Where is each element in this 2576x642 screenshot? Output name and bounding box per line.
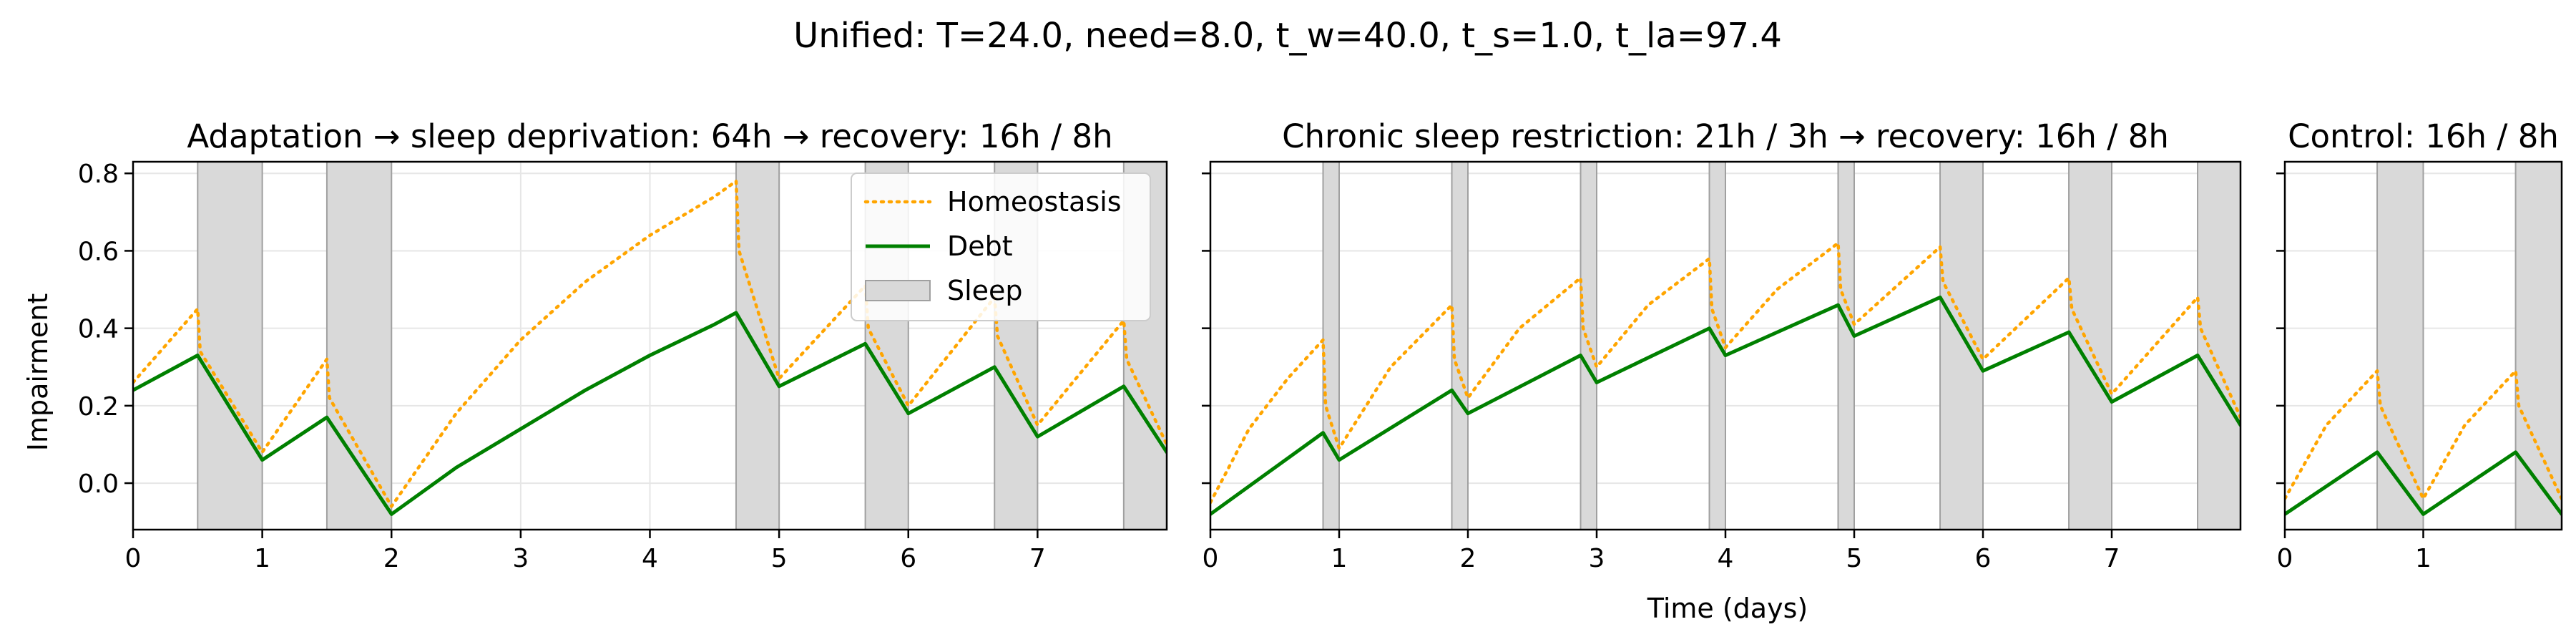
x-tick-label: 2 — [383, 544, 400, 573]
x-tick-label: 0 — [1203, 544, 1219, 573]
legend-sleep-swatch — [865, 280, 931, 301]
sleep-band — [1837, 162, 1855, 530]
x-tick-label: 4 — [642, 544, 658, 573]
legend-label: Sleep — [947, 275, 1023, 306]
y-tick-label: 0.6 — [78, 237, 119, 266]
x-tick-label: 1 — [1331, 544, 1348, 573]
panel-title: Chronic sleep restriction: 21h / 3h → re… — [1282, 117, 2169, 155]
sleep-bands — [1322, 162, 2240, 530]
x-tick-label: 5 — [771, 544, 788, 573]
x-tick-label: 7 — [2104, 544, 2120, 573]
sleep-band — [1322, 162, 1340, 530]
sleep-band — [1708, 162, 1726, 530]
debt-line — [2285, 450, 2562, 516]
x-tick-label: 3 — [1589, 544, 1605, 573]
x-tick-label: 1 — [2415, 544, 2431, 573]
homeostasis-line — [2285, 369, 2562, 500]
sleep-bands — [197, 162, 1167, 530]
x-tick-label: 2 — [1460, 544, 1476, 573]
x-tick-label: 4 — [1718, 544, 1734, 573]
sleep-band — [2376, 162, 2424, 530]
x-axis-label: Time (days) — [1647, 593, 1808, 624]
sleep-band — [2197, 162, 2240, 530]
x-tick-label: 6 — [900, 544, 916, 573]
panel-adaptation: Adaptation → sleep deprivation: 64h → re… — [78, 117, 1168, 573]
panel-chronic-restriction: Chronic sleep restriction: 21h / 3h → re… — [1202, 117, 2242, 573]
y-tick-label: 0.2 — [78, 392, 119, 422]
legend-label: Debt — [947, 230, 1013, 262]
x-tick-label: 0 — [125, 544, 142, 573]
homeostasis-line — [133, 179, 1167, 508]
debt-line — [1210, 295, 2240, 516]
x-tick-label: 7 — [1029, 544, 1046, 573]
sleep-band — [1580, 162, 1597, 530]
sleep-band — [325, 162, 393, 530]
legend-label: Homeostasis — [947, 186, 1122, 218]
panel-title: Control: 16h / 8h — [2288, 117, 2559, 155]
y-axis-label: Impairment — [22, 293, 54, 452]
x-tick-label: 1 — [254, 544, 270, 573]
y-tick-label: 0.8 — [78, 160, 119, 189]
sleep-band — [2514, 162, 2562, 530]
x-tick-label: 5 — [1846, 544, 1863, 573]
x-tick-label: 0 — [2277, 544, 2293, 573]
sleep-band — [1939, 162, 1984, 530]
panel-title: Adaptation → sleep deprivation: 64h → re… — [187, 117, 1112, 155]
sleep-band — [1451, 162, 1469, 530]
debt-line — [133, 311, 1167, 516]
panel-control: Control: 16h / 8h 0 1 — [2276, 117, 2563, 573]
legend: Homeostasis Debt Sleep — [851, 172, 1151, 321]
sleep-band — [735, 162, 780, 530]
homeostasis-line — [1210, 241, 2240, 505]
figure-title: Unified: T=24.0, need=8.0, t_w=40.0, t_s… — [793, 16, 1782, 56]
sleep-band — [197, 162, 263, 530]
y-tick-label: 0.4 — [78, 315, 119, 344]
x-tick-label: 6 — [1975, 544, 1992, 573]
y-tick-label: 0.0 — [78, 470, 119, 499]
x-tick-label: 3 — [512, 544, 529, 573]
